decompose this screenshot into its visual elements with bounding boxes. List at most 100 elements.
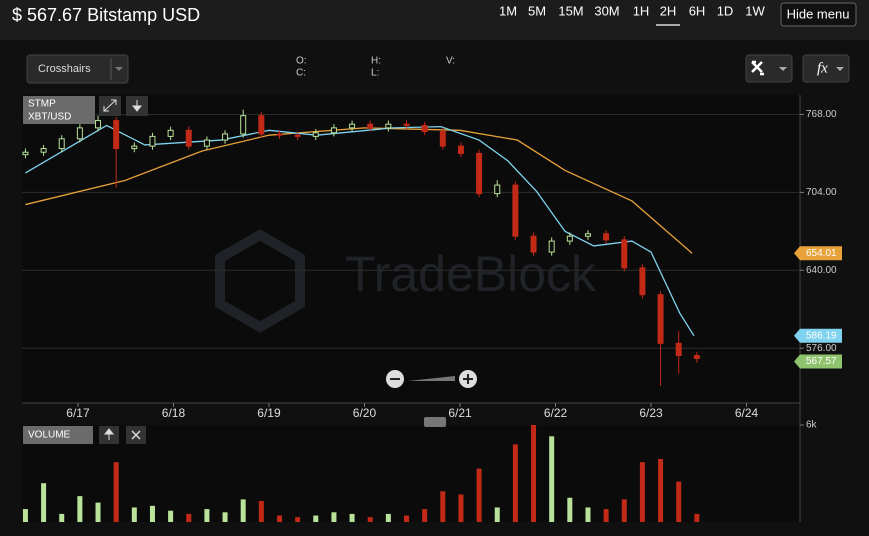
price-badge xyxy=(794,246,842,261)
volume-bar xyxy=(694,513,700,522)
volume-bar xyxy=(131,507,137,522)
candle-body xyxy=(675,342,682,357)
pair: XBT/USD xyxy=(28,112,71,123)
timeframe[interactable]: 30M xyxy=(594,3,619,18)
hide-menu-button[interactable] xyxy=(780,2,857,27)
ohlc-label: C: xyxy=(296,68,306,79)
volume-bar xyxy=(22,509,28,522)
x-tick-label: 6/19 xyxy=(257,406,281,420)
fx-button[interactable] xyxy=(802,54,850,83)
volume-bar xyxy=(240,499,246,522)
y-tick-label: 640.00 xyxy=(806,265,837,276)
crosshairs-dropdown[interactable] xyxy=(26,54,129,84)
volume-bar xyxy=(603,509,609,522)
volume-bar xyxy=(549,436,555,522)
candle-body xyxy=(258,115,265,135)
candle-body xyxy=(385,123,392,129)
price-badge-label: 586.19 xyxy=(806,330,837,341)
volume-bar xyxy=(367,517,373,522)
zoom-slider[interactable] xyxy=(408,376,455,381)
x-tick-label: 6/17 xyxy=(66,406,90,420)
candle-body xyxy=(76,127,83,140)
candle-body xyxy=(639,267,646,296)
price-badge-label: 567.57 xyxy=(806,356,837,367)
volume-bar xyxy=(276,515,282,522)
symbol: STMP xyxy=(28,99,56,110)
y-tick-label: 576.00 xyxy=(806,343,837,354)
candle-body xyxy=(548,240,555,253)
volume-bar xyxy=(295,517,301,522)
volume-bar xyxy=(567,497,573,522)
fx-label[interactable]: fx xyxy=(817,60,828,76)
timeframes: 1M 5M 15M 30M 1H 2H 6H 1D 1W xyxy=(499,3,765,26)
watermark-logo xyxy=(215,229,305,333)
volume-bar xyxy=(95,502,101,522)
timeframe[interactable]: 1D xyxy=(717,3,734,18)
caret xyxy=(779,67,787,71)
volume-bar xyxy=(404,515,410,522)
volume-bar xyxy=(168,510,174,522)
volume-box xyxy=(23,426,93,444)
candle-body xyxy=(621,239,628,269)
panel-resizer[interactable] xyxy=(424,417,446,427)
x-tick-label: 6/24 xyxy=(735,406,759,420)
candle-body xyxy=(584,233,591,237)
candle-body xyxy=(494,184,501,195)
up-icon xyxy=(103,428,115,440)
volume-bar xyxy=(440,491,446,522)
candle-body xyxy=(240,115,247,135)
candle-body xyxy=(349,123,356,129)
timeframe[interactable]: 2H xyxy=(660,3,677,18)
candle-body xyxy=(512,184,519,237)
volume-bar xyxy=(313,515,319,522)
y-tick-label: 6k xyxy=(806,420,818,431)
candle-body xyxy=(113,120,120,150)
candle-body xyxy=(457,145,464,154)
volume-bar xyxy=(476,468,482,522)
timeframe[interactable]: 1W xyxy=(745,3,765,18)
y-tick-label: 768.00 xyxy=(806,109,837,120)
price-badge xyxy=(794,354,842,369)
hide-menu-label[interactable]: Hide menu xyxy=(787,6,850,21)
ohlc-label: L: xyxy=(371,68,379,79)
candle-body xyxy=(657,294,664,344)
volume-bar xyxy=(149,505,155,522)
volume-bar xyxy=(585,507,591,522)
caret xyxy=(115,67,123,71)
volume-bar xyxy=(639,462,645,522)
candle-body xyxy=(330,127,337,134)
crosshairs-label[interactable]: Crosshairs xyxy=(38,63,91,75)
x-tick-label: 6/23 xyxy=(639,406,663,420)
tools-icon xyxy=(751,60,764,76)
candle-body xyxy=(421,124,428,133)
timeframe[interactable]: 1M xyxy=(499,3,517,18)
down-icon xyxy=(131,100,143,112)
volume-bar xyxy=(113,462,119,522)
close-icon xyxy=(131,430,141,440)
candle-body xyxy=(222,133,229,141)
x-tick-label: 6/18 xyxy=(162,406,186,420)
tools-button[interactable] xyxy=(745,54,793,83)
y-tick-label: 704.00 xyxy=(806,187,837,198)
volume-bar xyxy=(385,513,391,522)
candle-body xyxy=(167,129,174,137)
timeframe[interactable]: 6H xyxy=(689,3,706,18)
ohlc-label: V: xyxy=(446,56,455,67)
candle-body xyxy=(40,148,47,153)
timeframe[interactable]: 5M xyxy=(528,3,546,18)
price-badge-label: 654.01 xyxy=(806,248,837,259)
candle-body xyxy=(367,123,374,129)
candle-body xyxy=(312,132,319,137)
volume-bar xyxy=(222,512,228,522)
candle-body xyxy=(530,235,537,253)
volume-bar xyxy=(676,481,682,522)
plus xyxy=(463,374,473,384)
candle-body xyxy=(603,233,610,241)
price-badge xyxy=(794,328,842,343)
candle-body xyxy=(439,131,446,147)
volume-title: VOLUME xyxy=(28,430,71,441)
timeframe[interactable]: 1H xyxy=(633,3,650,18)
timeframe[interactable]: 15M xyxy=(558,3,583,18)
volume-bar xyxy=(331,512,337,522)
candle-body xyxy=(95,120,102,129)
